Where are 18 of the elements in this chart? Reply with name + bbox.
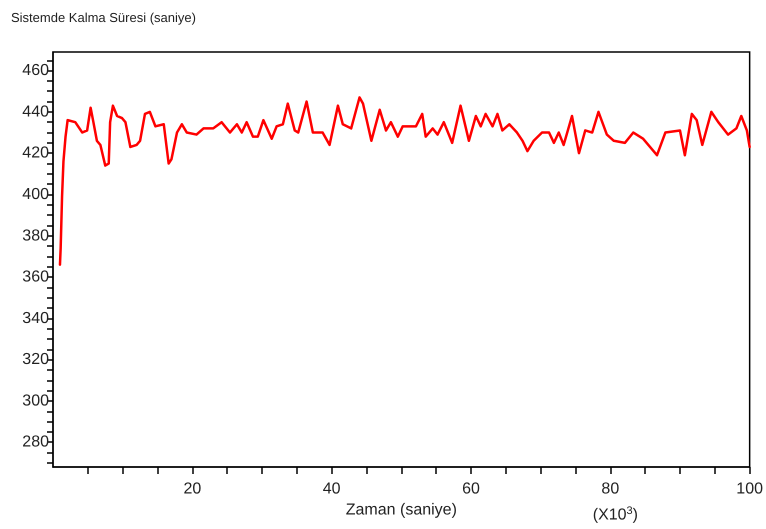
y-tick-label: 300 (22, 392, 50, 410)
y-tick-label: 320 (22, 351, 50, 368)
y-axis-title: Sistemde Kalma Süresi (saniye) (11, 10, 196, 25)
x-tick-label: 20 (183, 480, 202, 498)
y-tick-label: 340 (22, 310, 50, 327)
y-tick-label: 360 (22, 268, 50, 286)
y-tick-label: 400 (22, 186, 50, 203)
x-tick-label: 60 (462, 480, 480, 498)
x-axis-title: Zaman (saniye) (346, 501, 457, 518)
line-series (58, 96, 751, 266)
y-tick-label: 280 (22, 434, 50, 451)
y-tick-label: 380 (22, 227, 50, 244)
y-tick-label: 460 (22, 62, 50, 80)
y-tick-label: 420 (22, 144, 50, 162)
x-tick-label: 80 (601, 480, 620, 498)
y-tick-label: 440 (22, 103, 50, 120)
x-tick-label: 40 (322, 480, 341, 498)
x-tick-label: 100 (736, 480, 764, 498)
